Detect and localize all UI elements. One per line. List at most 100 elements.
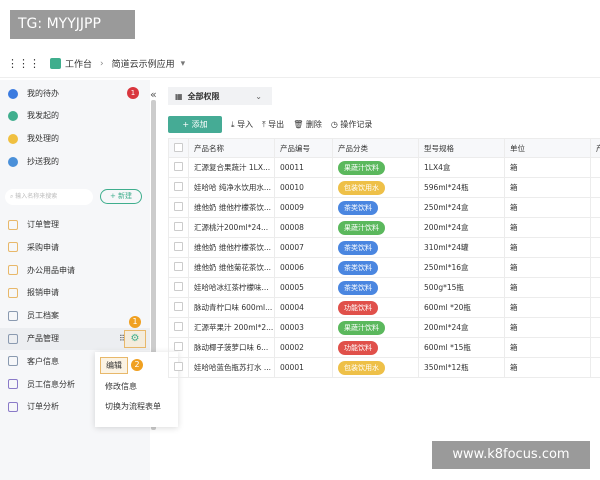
app-name[interactable]: 简道云示例应用 [111,60,175,70]
column-header[interactable]: 单位 [504,138,591,158]
table-row[interactable]: 娃哈哈蓝色瓶苏打水 ... 00001 包装饮用水 350ml*12瓶箱 [168,357,600,378]
row-checkbox[interactable] [174,342,183,351]
row-checkbox[interactable] [174,302,183,311]
table-cell: 250ml*24盒 [418,197,505,218]
table-row[interactable]: 脉动椰子菠萝口味 6... 00002 功能饮料 600ml *15瓶箱 [168,337,600,358]
sidebar-item-label: 客户信息 [27,356,59,366]
sidebar-item-menu[interactable]: 产品管理 [8,333,143,344]
table-cell: 果蔬汁饮料 [332,317,419,338]
table-cell: 箱 [504,277,591,298]
table-cell [590,157,600,178]
chevron-right-icon: › [100,58,104,69]
table-cell: 汇源复合果蔬汁 1LX... [188,157,275,178]
table-cell: 茶类饮料 [332,197,419,218]
drag-handle-icon[interactable]: ⠿ [119,334,125,343]
table-cell: 功能饮料 [332,337,419,358]
row-checkbox[interactable] [174,222,183,231]
gear-icon[interactable]: ⚙ [124,330,146,348]
table-cell [590,257,600,278]
row-checkbox[interactable] [174,362,183,371]
column-header[interactable]: 产品名称 [188,138,275,158]
sidebar-item-menu[interactable]: 订单管理 [8,219,143,230]
toolbar: + 添加 ⤓ 导入 ⤒ 导出 🗑 删除 ◷ 操作记录 [168,116,381,133]
table-row[interactable]: 汇源桃汁200ml*24... 00008 果蔬汁饮料 200ml*24盒箱 [168,217,600,238]
sidebar-item-label: 办公用品申请 [27,265,75,275]
add-button[interactable]: + 添加 [168,116,222,133]
sidebar-item-quick[interactable]: 我发起的 [8,110,143,121]
table-cell: 00001 [274,357,333,378]
table-cell: 00003 [274,317,333,338]
sidebar-item-menu[interactable]: 报销申请 [8,287,143,298]
operation-log-button[interactable]: ◷ 操作记录 [330,120,373,129]
table-cell: 茶类饮料 [332,237,419,258]
row-checkbox[interactable] [174,202,183,211]
export-button[interactable]: ⤒ 导出 [262,120,285,129]
table-cell: 茶类饮料 [332,277,419,298]
row-checkbox[interactable] [174,322,183,331]
import-button[interactable]: ⤓ 导入 [231,120,254,129]
table-cell [590,177,600,198]
view-selector[interactable]: ▦ 全部权限 ⌄ [168,87,272,105]
sidebar-item-menu[interactable]: 客户信息 [8,356,143,367]
column-header[interactable]: 产 [590,138,600,158]
checkbox-cell [168,197,189,218]
sidebar-scrollbar[interactable] [151,100,156,430]
send-icon [8,156,18,167]
table-row[interactable]: 娃哈哈冰红茶柠檬味... 00005 茶类饮料 500g*15瓶箱 [168,277,600,298]
table-cell: 功能饮料 [332,297,419,318]
collapse-sidebar-icon[interactable]: « [150,88,157,101]
row-checkbox[interactable] [174,242,183,251]
row-checkbox[interactable] [174,282,183,291]
table-cell: 200ml*24盒 [418,317,505,338]
table-row[interactable]: 脉动青柠口味 600ml... 00004 功能饮料 600ml *20瓶箱 [168,297,600,318]
sidebar-item-quick[interactable]: 我的待办 1 [8,87,143,99]
sidebar-item-menu[interactable]: 采购申请 [8,242,143,253]
checkbox-cell [168,177,189,198]
table-row[interactable]: 娃哈哈 纯净水饮用水... 00010 包装饮用水 596ml*24瓶箱 [168,177,600,198]
table-cell: 1LX4盒 [418,157,505,178]
table-cell: 600ml *15瓶 [418,337,505,358]
play-icon [8,110,18,121]
table-row[interactable]: 汇源复合果蔬汁 1LX... 00011 果蔬汁饮料 1LX4盒箱 [168,157,600,178]
step-marker-2: 2 [131,359,143,371]
form-icon [8,379,18,390]
new-button[interactable]: + 新建 [100,189,142,204]
menu-item-modify-info[interactable]: 修改信息 [105,382,137,391]
table-cell: 箱 [504,337,591,358]
menu-item-switch-flow[interactable]: 切换为流程表单 [105,402,161,411]
row-checkbox[interactable] [174,162,183,171]
sidebar-item-menu[interactable]: 员工档案 [8,310,143,321]
table-cell: 箱 [504,317,591,338]
table-row[interactable]: 维他奶 维他柠檬茶饮... 00009 茶类饮料 250ml*24盒箱 [168,197,600,218]
caret-down-icon[interactable]: ▾ [180,58,186,69]
todo-badge: 1 [127,87,139,99]
category-tag: 茶类饮料 [338,260,378,275]
sidebar-item-menu[interactable]: 订单分析 [8,401,143,412]
table-cell: 箱 [504,217,591,238]
column-header[interactable]: 产品分类 [332,138,419,158]
workspace-link[interactable]: 工作台 [65,60,93,70]
column-header[interactable]: 产品编号 [274,138,333,158]
checkbox-cell [168,297,189,318]
select-all-checkbox[interactable] [174,142,183,152]
delete-button[interactable]: 🗑 删除 [293,120,322,129]
table-row[interactable]: 汇源苹果汁 200ml*2... 00003 果蔬汁饮料 200ml*24盒箱 [168,317,600,338]
apps-grid-icon[interactable]: ⋮⋮⋮ [7,57,40,70]
menu-item-edit[interactable]: 编辑 [100,357,128,374]
checkbox-cell [168,217,189,238]
category-tag: 功能饮料 [338,300,378,315]
sidebar-item-quick[interactable]: 我处理的 [8,133,143,144]
search-input[interactable]: ⌕ 输入名称来搜索 [5,189,93,205]
sidebar-item-quick[interactable]: 抄送我的 [8,156,143,167]
row-checkbox[interactable] [174,182,183,191]
sidebar-item-menu[interactable]: 员工信息分析 [8,379,143,390]
category-tag: 茶类饮料 [338,200,378,215]
row-checkbox[interactable] [174,262,183,271]
table-cell: 汇源桃汁200ml*24... [188,217,275,238]
table-row[interactable]: 维他奶 维他菊花茶饮... 00006 茶类饮料 250ml*16盒箱 [168,257,600,278]
table-cell: 维他奶 维他柠檬茶饮... [188,197,275,218]
table-row[interactable]: 维他奶 维他柠檬茶饮... 00007 茶类饮料 310ml*24罐箱 [168,237,600,258]
column-header[interactable]: 型号规格 [418,138,505,158]
sidebar-item-menu[interactable]: 办公用品申请 [8,265,143,276]
top-nav: ⋮⋮⋮ 工作台 › 简道云示例应用 ▾ [0,50,600,78]
